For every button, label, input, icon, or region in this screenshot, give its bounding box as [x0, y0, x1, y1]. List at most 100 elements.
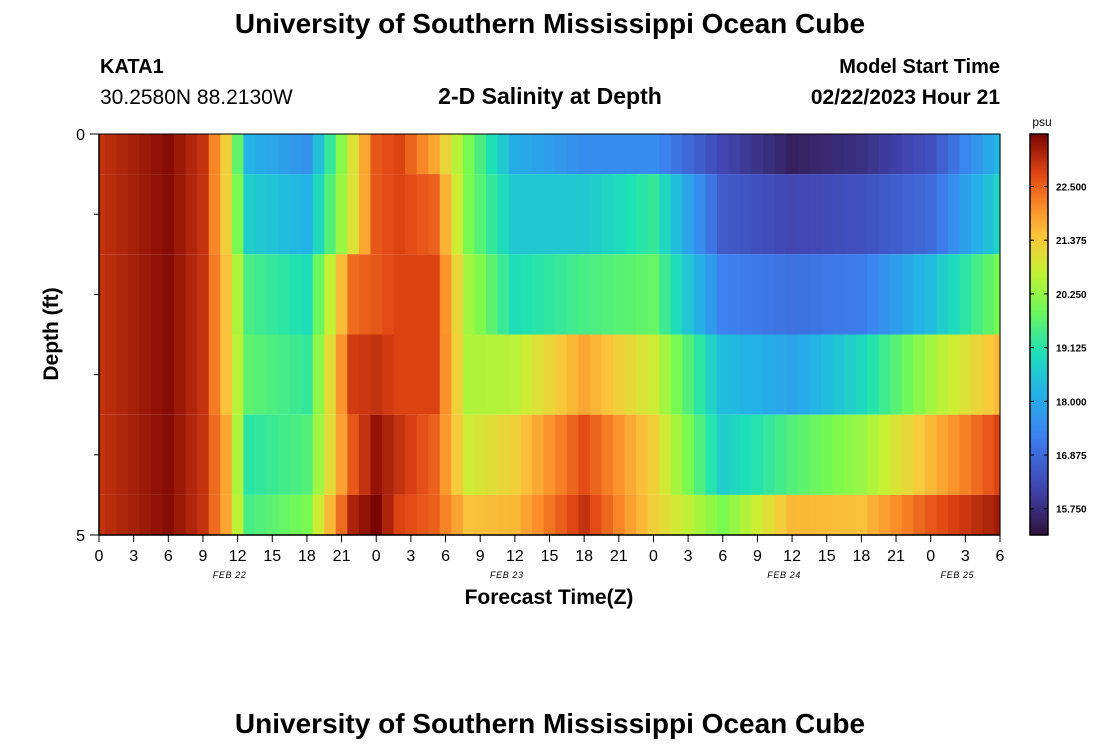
- heatmap-cell: [127, 174, 141, 255]
- heatmap-cell: [139, 134, 152, 175]
- heatmap-cell: [266, 254, 279, 335]
- heatmap-cell: [913, 334, 926, 415]
- heatmap-cell: [693, 174, 707, 255]
- x-tick-label: 15: [541, 548, 559, 565]
- heatmap-cell: [682, 134, 695, 175]
- x-tick-label: 3: [684, 548, 693, 565]
- heatmap-cell: [208, 494, 221, 535]
- heatmap-cells: [99, 134, 1001, 535]
- heatmap-cell: [185, 254, 198, 335]
- heatmap-cell: [485, 134, 499, 175]
- heatmap-cell: [289, 174, 302, 255]
- heatmap-cell: [532, 334, 545, 415]
- heatmap-cell: [855, 254, 868, 335]
- heatmap-cell: [971, 134, 984, 175]
- heatmap-cell: [948, 254, 961, 335]
- heatmap-cell: [405, 334, 418, 415]
- heatmap-cell: [428, 494, 441, 535]
- heatmap-cell: [301, 334, 314, 415]
- x-tick-label: 6: [718, 548, 727, 565]
- heatmap-cell: [867, 174, 880, 255]
- heatmap-cell: [924, 254, 938, 335]
- colorbar-tick-label: 22.500: [1056, 183, 1087, 194]
- heatmap-cell: [150, 494, 164, 535]
- heatmap-cell: [324, 334, 337, 415]
- heatmap-cell: [150, 134, 164, 175]
- heatmap-cell: [971, 254, 984, 335]
- heatmap-cell: [174, 134, 187, 175]
- heatmap-cell: [104, 494, 117, 535]
- heatmap-cell: [104, 174, 117, 255]
- heatmap-cell: [948, 494, 961, 535]
- heatmap-cell: [451, 334, 464, 415]
- heatmap-cell: [855, 174, 868, 255]
- heatmap-cell: [116, 494, 129, 535]
- heatmap-cell: [254, 494, 268, 535]
- heatmap-cell: [913, 174, 926, 255]
- heatmap-cell: [959, 494, 972, 535]
- heatmap-cell: [716, 494, 730, 535]
- heatmap-cell: [428, 254, 441, 335]
- heatmap-cell: [347, 254, 360, 335]
- heatmap-cell: [820, 414, 834, 495]
- heatmap-cell: [797, 414, 810, 495]
- heatmap-cell: [289, 134, 302, 175]
- heatmap-cell: [936, 174, 949, 255]
- heatmap-cell: [474, 494, 487, 535]
- heatmap-cell: [566, 254, 579, 335]
- heatmap-cell: [439, 334, 452, 415]
- heatmap-cell: [405, 254, 418, 335]
- heatmap-cell: [405, 134, 418, 175]
- heatmap-cell: [913, 494, 926, 535]
- heatmap-cell: [104, 134, 117, 175]
- heatmap-cell: [474, 334, 487, 415]
- heatmap-cell: [716, 414, 730, 495]
- station-id: KATA1: [100, 56, 164, 78]
- heatmap-cell: [601, 334, 614, 415]
- heatmap-cell: [509, 494, 522, 535]
- heatmap-cell: [682, 174, 695, 255]
- heatmap-cell: [832, 134, 845, 175]
- heatmap-cell: [324, 414, 337, 495]
- heatmap-cell: [174, 494, 187, 535]
- heatmap-cell: [139, 494, 152, 535]
- heatmap-cell: [670, 334, 683, 415]
- heatmap-cell: [578, 254, 591, 335]
- heatmap-cell: [901, 254, 914, 335]
- heatmap-cell: [809, 414, 822, 495]
- heatmap-cell: [520, 334, 533, 415]
- heatmap-cell: [324, 174, 337, 255]
- heatmap-cell: [520, 174, 533, 255]
- heatmap-cell: [520, 134, 533, 175]
- heatmap-cell: [948, 174, 961, 255]
- heatmap-cell: [971, 494, 984, 535]
- heatmap-cell: [566, 334, 579, 415]
- heatmap-cell: [174, 414, 187, 495]
- heatmap-cell: [693, 254, 707, 335]
- colorbar-tick-label: 20.250: [1056, 290, 1087, 301]
- heatmap-cell: [936, 134, 949, 175]
- heatmap-cell: [116, 334, 129, 415]
- heatmap-cell: [347, 494, 360, 535]
- heatmap-cell: [220, 414, 233, 495]
- colorbar-tick-label: 21.375: [1056, 236, 1087, 247]
- heatmap-cell: [555, 414, 568, 495]
- colorbar-gradient: [1029, 133, 1049, 536]
- heatmap-cell: [485, 254, 499, 335]
- heatmap-cell: [867, 414, 880, 495]
- heatmap-cell: [301, 254, 314, 335]
- heatmap-cell: [474, 254, 487, 335]
- y-tick-label: 5: [76, 528, 85, 545]
- heatmap-cell: [959, 134, 972, 175]
- heatmap-cell: [705, 254, 718, 335]
- heatmap-cell: [797, 334, 810, 415]
- heatmap-cell: [543, 414, 556, 495]
- heatmap-cell: [127, 414, 141, 495]
- heatmap-cell: [393, 254, 406, 335]
- heatmap-cell: [728, 134, 741, 175]
- heatmap-cell: [301, 134, 314, 175]
- heatmap-cell: [127, 334, 141, 415]
- heatmap-cell: [462, 334, 476, 415]
- heatmap-cell: [382, 134, 395, 175]
- heatmap-cell: [370, 494, 383, 535]
